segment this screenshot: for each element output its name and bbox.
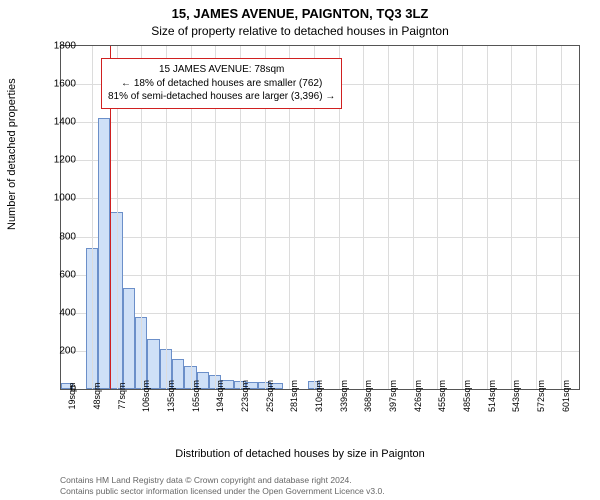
y-tick-label: 200 bbox=[36, 345, 76, 356]
y-tick-label: 800 bbox=[36, 231, 76, 242]
y-tick-label: 1000 bbox=[36, 193, 76, 204]
chart-title: 15, JAMES AVENUE, PAIGNTON, TQ3 3LZ bbox=[0, 6, 600, 21]
x-tick-label: 514sqm bbox=[487, 380, 497, 412]
x-tick-label: 485sqm bbox=[462, 380, 472, 412]
grid-line-v bbox=[487, 46, 488, 389]
annotation-line: 15 JAMES AVENUE: 78sqm bbox=[108, 63, 335, 77]
x-tick-label: 281sqm bbox=[289, 380, 299, 412]
x-tick-label: 455sqm bbox=[437, 380, 447, 412]
y-tick-label: 400 bbox=[36, 307, 76, 318]
attribution-text: Contains HM Land Registry data © Crown c… bbox=[60, 475, 590, 497]
y-tick-label: 1800 bbox=[36, 41, 76, 52]
x-tick-label: 601sqm bbox=[561, 380, 571, 412]
annotation-box: 15 JAMES AVENUE: 78sqm← 18% of detached … bbox=[101, 58, 342, 109]
x-tick-label: 252sqm bbox=[265, 380, 275, 412]
y-tick-label: 1200 bbox=[36, 155, 76, 166]
x-tick-label: 223sqm bbox=[240, 380, 250, 412]
y-tick-label: 600 bbox=[36, 269, 76, 280]
x-tick-label: 106sqm bbox=[141, 380, 151, 412]
chart-container: 15, JAMES AVENUE, PAIGNTON, TQ3 3LZ Size… bbox=[0, 0, 600, 500]
grid-line-h bbox=[61, 275, 579, 276]
annotation-line: ← 18% of detached houses are smaller (76… bbox=[108, 77, 335, 91]
x-tick-label: 397sqm bbox=[388, 380, 398, 412]
y-axis-label: Number of detached properties bbox=[6, 78, 18, 230]
annotation-line: 81% of semi-detached houses are larger (… bbox=[108, 90, 335, 104]
grid-line-v bbox=[388, 46, 389, 389]
grid-line-h bbox=[61, 198, 579, 199]
histogram-bar bbox=[123, 288, 135, 389]
x-tick-label: 543sqm bbox=[511, 380, 521, 412]
x-tick-label: 572sqm bbox=[536, 380, 546, 412]
x-tick-label: 19sqm bbox=[67, 382, 77, 409]
grid-line-v bbox=[511, 46, 512, 389]
grid-line-v bbox=[92, 46, 93, 389]
x-tick-label: 194sqm bbox=[215, 380, 225, 412]
grid-line-h bbox=[61, 160, 579, 161]
x-tick-label: 339sqm bbox=[339, 380, 349, 412]
x-tick-label: 77sqm bbox=[117, 382, 127, 409]
x-tick-label: 48sqm bbox=[92, 382, 102, 409]
attribution-line: Contains HM Land Registry data © Crown c… bbox=[60, 475, 590, 486]
attribution-line: Contains public sector information licen… bbox=[60, 486, 590, 497]
grid-line-v bbox=[536, 46, 537, 389]
grid-line-v bbox=[437, 46, 438, 389]
grid-line-v bbox=[462, 46, 463, 389]
grid-line-v bbox=[561, 46, 562, 389]
x-tick-label: 310sqm bbox=[314, 380, 324, 412]
x-tick-label: 135sqm bbox=[166, 380, 176, 412]
x-tick-label: 426sqm bbox=[413, 380, 423, 412]
grid-line-v bbox=[413, 46, 414, 389]
grid-line-h bbox=[61, 313, 579, 314]
grid-line-v bbox=[363, 46, 364, 389]
x-tick-label: 368sqm bbox=[363, 380, 373, 412]
x-axis-label: Distribution of detached houses by size … bbox=[0, 448, 600, 460]
chart-subtitle: Size of property relative to detached ho… bbox=[0, 24, 600, 38]
plot-area: 15 JAMES AVENUE: 78sqm← 18% of detached … bbox=[60, 45, 580, 390]
grid-line-h bbox=[61, 237, 579, 238]
x-tick-label: 165sqm bbox=[191, 380, 201, 412]
histogram-bar bbox=[98, 118, 110, 389]
y-tick-label: 1400 bbox=[36, 117, 76, 128]
y-tick-label: 1600 bbox=[36, 79, 76, 90]
grid-line-h bbox=[61, 122, 579, 123]
